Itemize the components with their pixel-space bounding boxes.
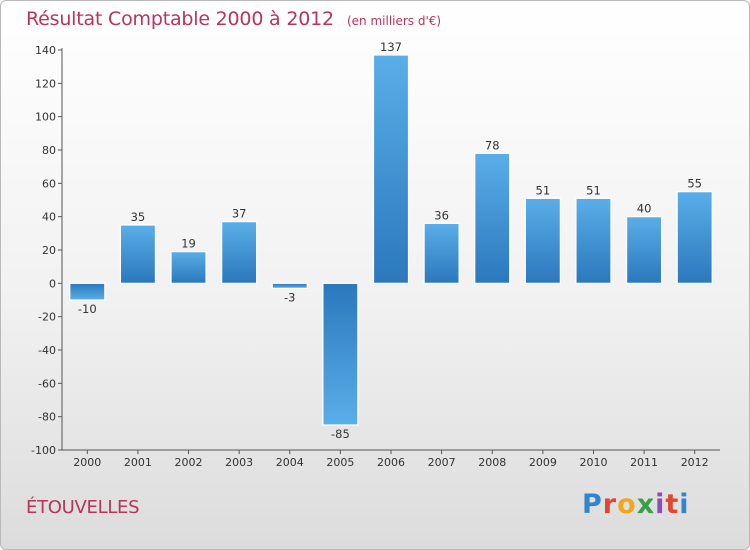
- axes: -100 -80 -60 -40 -20 0 20 40 60 80 100 120 140 2000 20…: [31, 44, 720, 469]
- y-tick-label: 80: [42, 144, 56, 157]
- x-tick-label: 2000: [73, 456, 101, 469]
- data-label-2004: -3: [284, 290, 295, 304]
- bar-2003: [221, 221, 258, 284]
- bar-2006: [372, 54, 410, 284]
- y-tick-label: -100: [31, 444, 56, 457]
- data-label-2009: 51: [536, 183, 551, 197]
- x-tick-label: 2012: [681, 456, 709, 469]
- bar-2007: [423, 222, 460, 284]
- y-tick-label: -60: [38, 377, 56, 390]
- x-tick-label: 2001: [124, 456, 152, 469]
- data-label-2003: 37: [232, 207, 247, 221]
- x-tick-label: 2011: [630, 456, 658, 469]
- bar-2009: [524, 197, 561, 284]
- bar-2005: [322, 282, 359, 426]
- bar-2012: [676, 191, 713, 284]
- data-label-2008: 78: [485, 138, 500, 152]
- y-tick-label: 20: [42, 244, 56, 257]
- x-tick-label: 2003: [225, 456, 253, 469]
- y-tick-label: 140: [35, 44, 56, 57]
- y-tick-label: 60: [42, 177, 56, 190]
- data-label-2002: 19: [181, 237, 196, 251]
- chart-title-block: Résultat Comptable 2000 à 2012 (en milli…: [26, 8, 441, 30]
- bar-2002: [170, 251, 207, 284]
- data-label-2001: 35: [131, 210, 146, 224]
- proxiti-logo: Proxiti: [582, 489, 690, 520]
- bar-2011: [625, 216, 663, 284]
- chart-subtitle: (en milliers d'€): [346, 14, 442, 28]
- x-tick-label: 2004: [276, 456, 304, 469]
- x-tick-label: 2008: [478, 456, 506, 469]
- y-tick-label: -40: [38, 344, 56, 357]
- data-label-2006: 137: [380, 40, 402, 54]
- bars-group: [69, 54, 713, 426]
- bar-2010: [575, 197, 612, 284]
- data-label-2007: 36: [434, 208, 449, 222]
- bar-2004: [271, 282, 308, 289]
- x-tick-label: 2006: [377, 456, 405, 469]
- chart-title: Résultat Comptable 2000 à 2012: [26, 8, 334, 30]
- y-tick-label: -80: [38, 411, 56, 424]
- bar-2001: [119, 224, 157, 284]
- x-tick-label: 2005: [326, 456, 354, 469]
- y-tick-label: -20: [38, 311, 56, 324]
- bar-2000: [69, 282, 106, 301]
- data-label-2000: -10: [78, 302, 97, 316]
- y-tick-label: 100: [35, 111, 56, 124]
- y-tick-label: 0: [49, 277, 56, 290]
- x-tick-label: 2007: [428, 456, 456, 469]
- data-label-2011: 40: [637, 202, 652, 216]
- commune-name: ÉTOUVELLES: [26, 497, 140, 518]
- y-tick-label: 40: [42, 211, 56, 224]
- bar-2008: [474, 152, 511, 284]
- x-tick-label: 2002: [175, 456, 203, 469]
- x-tick-label: 2009: [529, 456, 557, 469]
- data-label-2012: 55: [687, 177, 702, 191]
- y-tick-label: 120: [35, 77, 56, 90]
- data-label-2005: -85: [331, 427, 350, 441]
- data-labels-group: -10 35 19 37 -3 -85 137 36 78 51 51 40 55: [78, 40, 702, 441]
- x-tick-label: 2010: [579, 456, 607, 469]
- data-label-2010: 51: [586, 183, 601, 197]
